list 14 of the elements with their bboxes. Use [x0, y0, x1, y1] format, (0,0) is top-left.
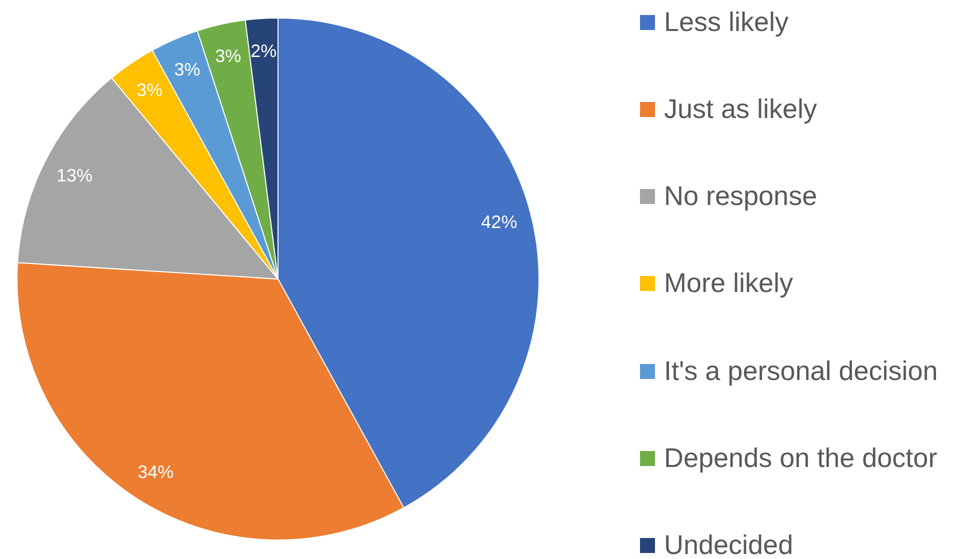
legend-label: More likely	[664, 268, 794, 300]
legend-label: Just as likely	[664, 94, 818, 125]
data-label: 2%	[250, 41, 277, 62]
data-label: 42%	[481, 212, 518, 232]
legend-label: Less likely	[664, 6, 789, 38]
legend-label: Undecided	[664, 530, 794, 559]
data-label: 3%	[136, 80, 163, 100]
legend-label: No response	[664, 181, 818, 212]
data-label: 34%	[138, 462, 174, 482]
data-label: 13%	[56, 165, 93, 186]
legend-label: Depends on the doctor	[664, 443, 938, 474]
data-label: 3%	[174, 59, 200, 80]
legend-label: It's a personal decision	[664, 356, 938, 387]
data-label: 3%	[215, 46, 242, 66]
